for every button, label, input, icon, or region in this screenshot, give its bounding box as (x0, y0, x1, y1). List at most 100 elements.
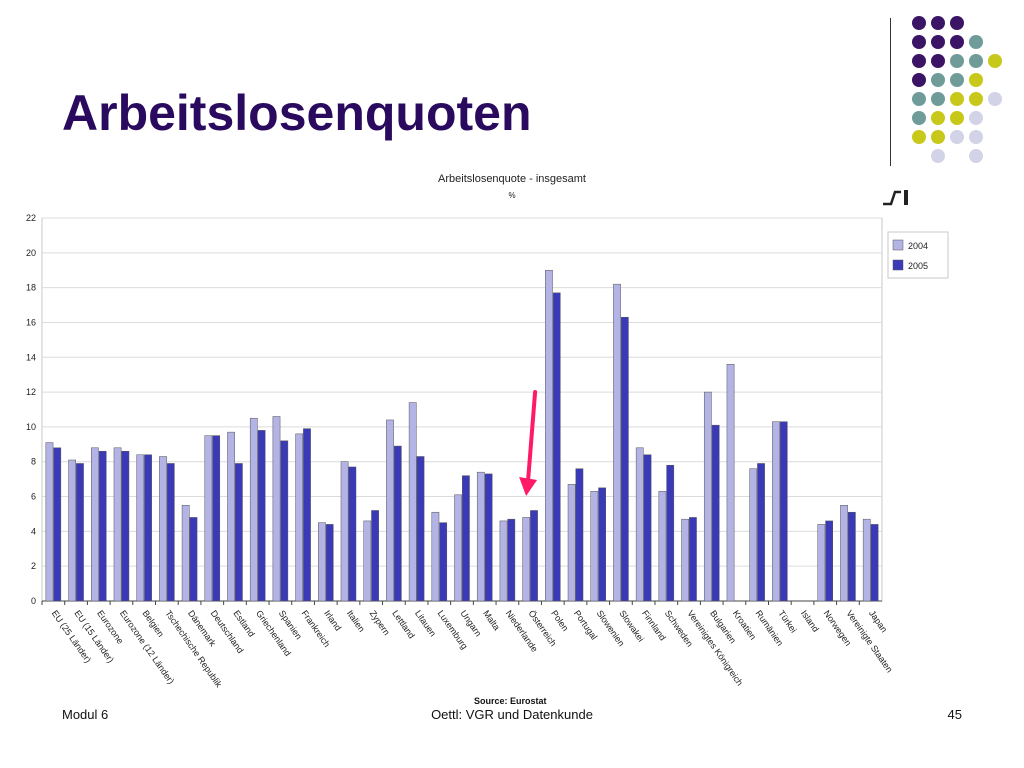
y-tick-label: 16 (26, 317, 36, 327)
bar-2004 (363, 520, 372, 602)
bar-2004 (386, 419, 394, 602)
x-tick-label: Zypern (368, 608, 392, 637)
bar-2004 (862, 518, 871, 602)
bar-2005 (462, 475, 470, 602)
bar-2004 (181, 505, 190, 602)
bar-2005 (53, 447, 62, 602)
y-tick-label: 10 (26, 422, 36, 432)
x-tick-label: Japan (867, 608, 889, 634)
decor-dot (950, 130, 964, 144)
bar-2005 (825, 520, 833, 602)
y-tick-label: 2 (31, 561, 36, 571)
bar-2005 (847, 511, 856, 602)
y-tick-label: 14 (26, 352, 36, 362)
bar-2004 (227, 431, 235, 602)
bar-2004 (567, 484, 576, 602)
decor-dot (912, 16, 926, 30)
bar-2005 (689, 517, 697, 602)
footer-module: Modul 6 (62, 707, 109, 722)
highlight-arrow (526, 390, 538, 482)
decor-dot (931, 73, 945, 87)
bar-2004 (272, 416, 281, 602)
bar-2005 (484, 473, 493, 602)
bar-2005 (552, 292, 561, 602)
bar-2004 (159, 456, 167, 602)
bar-2004 (408, 402, 417, 602)
legend-label: 2005 (908, 261, 928, 271)
bar-2005 (371, 510, 379, 602)
bar-2005 (779, 421, 788, 602)
highlight-arrow-head (519, 477, 538, 496)
bar-2005 (166, 463, 175, 602)
decor-dot (912, 73, 926, 87)
decor-dot (969, 35, 983, 49)
bar-2005 (325, 524, 334, 602)
bar-2005 (189, 517, 198, 602)
legend-label: 2004 (908, 241, 928, 251)
bar-2004 (840, 505, 848, 602)
decor-dot (950, 35, 964, 49)
bar-2004 (817, 524, 826, 602)
bar-2004 (454, 494, 462, 602)
bar-2005 (598, 487, 606, 602)
bar-2005 (144, 454, 152, 602)
bar-2004 (499, 520, 508, 602)
bar-2005 (620, 316, 629, 602)
legend-swatch-2004 (892, 239, 904, 251)
bar-2004 (340, 461, 349, 602)
x-tick-label: Italien (345, 608, 367, 633)
legend (887, 231, 949, 279)
y-tick-label: 8 (31, 457, 36, 467)
bar-2005 (757, 463, 765, 602)
bar-2005 (303, 428, 311, 602)
slide-number: 45 (947, 707, 962, 722)
decor-dot (988, 54, 1002, 68)
bar-2005 (348, 466, 357, 602)
decor-dot (931, 92, 945, 106)
unemployment-chart: Arbeitslosenquote - insgesamt% 0 2 4 6 8 10 12 1… (26, 173, 949, 690)
decor-dot (950, 111, 964, 125)
bar-2004 (113, 447, 122, 602)
bar-2004 (726, 363, 735, 602)
y-tick-label: 18 (26, 283, 36, 293)
bar-2004 (703, 391, 712, 602)
y-tick-label: 0 (31, 596, 36, 606)
bar-2005 (393, 445, 402, 602)
bar-2004 (476, 471, 485, 602)
y-tick-label: 22 (26, 213, 36, 223)
y-tick-label: 6 (31, 492, 36, 502)
bar-2005 (530, 510, 538, 602)
bar-2004 (545, 269, 553, 602)
x-tick-label: Island (799, 608, 821, 633)
bar-2004 (613, 283, 621, 602)
bar-2005 (98, 451, 107, 602)
decor-dot (969, 54, 983, 68)
bar-2005 (439, 522, 448, 602)
decor-dot (950, 54, 964, 68)
bar-2004 (522, 517, 531, 602)
decor-dot (931, 35, 945, 49)
decor-dot (950, 73, 964, 87)
bar-2005 (870, 524, 879, 602)
bar-2004 (431, 511, 440, 602)
bar-2004 (68, 459, 77, 602)
bar-2005 (121, 451, 130, 602)
x-tick-label: Malta (481, 608, 502, 632)
decor-dot (912, 35, 926, 49)
decor-dot (931, 16, 945, 30)
decor-dot (912, 92, 926, 106)
bar-2004 (295, 433, 304, 602)
decor-dot (931, 111, 945, 125)
x-tick-label: Irland (322, 608, 343, 632)
decor-dot (969, 111, 983, 125)
bar-2005 (76, 463, 84, 602)
bar-2004 (772, 421, 780, 602)
chart-unit: % (508, 191, 515, 200)
bar-2004 (635, 447, 644, 602)
bar-2004 (91, 447, 99, 602)
bar-2005 (507, 518, 516, 602)
bar-2005 (257, 430, 266, 602)
y-tick-label: 12 (26, 387, 36, 397)
x-tick-label: Türkei (776, 608, 799, 634)
bar-2005 (416, 456, 425, 602)
